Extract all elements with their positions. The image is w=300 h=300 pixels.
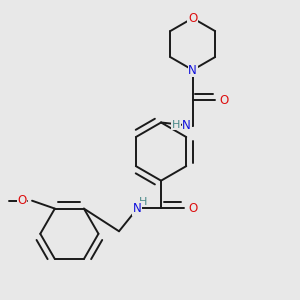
Text: O: O	[188, 12, 197, 25]
Text: O: O	[17, 194, 27, 207]
Text: H: H	[139, 196, 147, 206]
Text: N: N	[182, 119, 191, 133]
Text: O: O	[188, 202, 197, 215]
Text: N: N	[188, 64, 197, 76]
Text: N: N	[133, 202, 142, 215]
Text: H: H	[172, 120, 180, 130]
Text: O: O	[220, 94, 229, 106]
